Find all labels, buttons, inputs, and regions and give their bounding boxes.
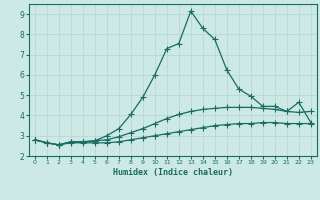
X-axis label: Humidex (Indice chaleur): Humidex (Indice chaleur) (113, 168, 233, 177)
